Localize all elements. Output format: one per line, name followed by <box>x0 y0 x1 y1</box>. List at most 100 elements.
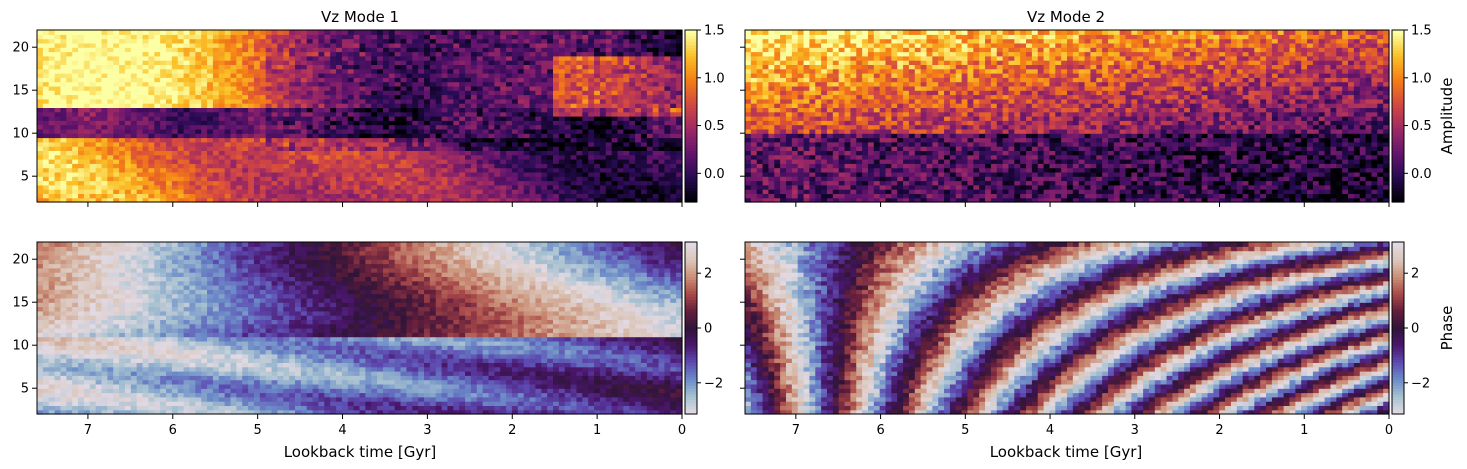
heatmap-cell <box>465 38 472 44</box>
heatmap-cell <box>553 133 560 139</box>
heatmap-cell <box>142 90 150 96</box>
heatmap-cell <box>640 81 648 87</box>
heatmap-cell <box>236 167 243 173</box>
heatmap-cell <box>171 85 179 91</box>
heatmap-cell <box>465 116 472 121</box>
heatmap-cell <box>218 47 226 53</box>
heatmap-cell <box>646 189 654 194</box>
heatmap-cell <box>78 81 85 87</box>
heatmap-cell <box>599 34 607 40</box>
heatmap-cell <box>283 81 290 87</box>
heatmap-cell <box>142 128 150 134</box>
heatmap-cell <box>207 94 214 100</box>
heatmap-cell <box>101 189 108 194</box>
heatmap-cell <box>488 176 495 182</box>
heatmap-cell <box>506 146 513 151</box>
heatmap-cell <box>623 133 630 139</box>
heatmap-cell <box>1365 189 1373 194</box>
heatmap-cell <box>48 51 56 57</box>
heatmap-cell <box>242 85 249 91</box>
heatmap-cell <box>517 159 525 164</box>
heatmap-cell <box>353 60 361 65</box>
heatmap-cell <box>1236 193 1244 199</box>
heatmap-cell <box>78 90 85 96</box>
heatmap-cell <box>388 159 396 164</box>
heatmap-cell <box>629 141 636 147</box>
heatmap-cell <box>119 120 126 126</box>
heatmap-cell <box>218 111 226 117</box>
heatmap-cell <box>412 193 419 199</box>
heatmap-cell <box>212 159 220 164</box>
heatmap-cell <box>271 128 279 134</box>
heatmap-cell <box>658 64 666 70</box>
heatmap-cell <box>394 167 402 173</box>
heatmap-cell <box>1301 193 1308 199</box>
heatmap-cell <box>89 167 97 173</box>
heatmap-cell <box>400 77 408 83</box>
heatmap-cell <box>459 180 466 186</box>
heatmap-cell <box>658 128 666 134</box>
heatmap-cell <box>453 111 460 117</box>
heatmap-cell <box>611 116 619 121</box>
heatmap-cell <box>306 90 314 96</box>
heatmap-cell <box>470 38 478 44</box>
heatmap-cell <box>459 159 466 164</box>
heatmap-cell <box>107 137 114 143</box>
heatmap-cell <box>359 146 366 151</box>
heatmap-cell <box>494 68 501 74</box>
heatmap-cell <box>300 171 308 177</box>
heatmap-cell <box>253 124 261 130</box>
heatmap-cell <box>130 154 138 160</box>
heatmap-cell <box>506 133 513 139</box>
heatmap-cell <box>283 146 290 151</box>
heatmap-cell <box>289 51 296 57</box>
heatmap-cell <box>218 120 226 126</box>
heatmap-cell <box>1324 197 1332 203</box>
heatmap-cell <box>136 81 144 87</box>
heatmap-cell <box>676 42 683 48</box>
heatmap-cell <box>476 51 484 57</box>
heatmap-cell <box>412 171 419 177</box>
heatmap-cell <box>990 197 998 203</box>
heatmap-cell <box>944 180 951 186</box>
heatmap-cell <box>908 189 916 194</box>
heatmap-cell <box>265 64 273 70</box>
heatmap-cell <box>295 137 302 143</box>
colorbar-segment <box>685 116 697 120</box>
heatmap-cell <box>318 184 325 190</box>
heatmap-cell <box>488 55 495 61</box>
heatmap-cell <box>212 38 220 44</box>
heatmap-cell <box>259 137 267 143</box>
heatmap-cell <box>564 189 572 194</box>
heatmap-cell <box>599 51 607 57</box>
heatmap-cell <box>1330 189 1337 194</box>
colorbar-segment <box>685 81 697 86</box>
heatmap-cell <box>599 120 607 126</box>
colorbar-segment <box>685 32 697 37</box>
heatmap-cell <box>488 137 495 143</box>
heatmap-cell <box>318 197 325 203</box>
heatmap-cell <box>359 154 366 160</box>
heatmap-cell <box>365 184 372 190</box>
heatmap-cell <box>107 193 114 199</box>
heatmap-cell <box>658 133 666 139</box>
heatmap-cell <box>500 103 507 108</box>
heatmap-cell <box>48 77 56 83</box>
heatmap-cell <box>441 171 449 177</box>
heatmap-cell <box>465 154 472 160</box>
heatmap-cell <box>365 197 372 203</box>
heatmap-cell <box>37 38 44 44</box>
heatmap-cell <box>1248 184 1255 190</box>
heatmap-cell <box>920 197 928 203</box>
heatmap-cell <box>629 146 636 151</box>
heatmap-cell <box>324 77 331 83</box>
heatmap-cell <box>306 150 314 156</box>
heatmap-cell <box>1336 189 1343 194</box>
heatmap-cell <box>588 73 595 78</box>
heatmap-cell <box>89 60 97 65</box>
heatmap-cell <box>324 98 331 104</box>
heatmap-cell <box>218 154 226 160</box>
heatmap-cell <box>517 98 525 104</box>
heatmap-cell <box>318 116 325 121</box>
heatmap-cell <box>42 42 50 48</box>
